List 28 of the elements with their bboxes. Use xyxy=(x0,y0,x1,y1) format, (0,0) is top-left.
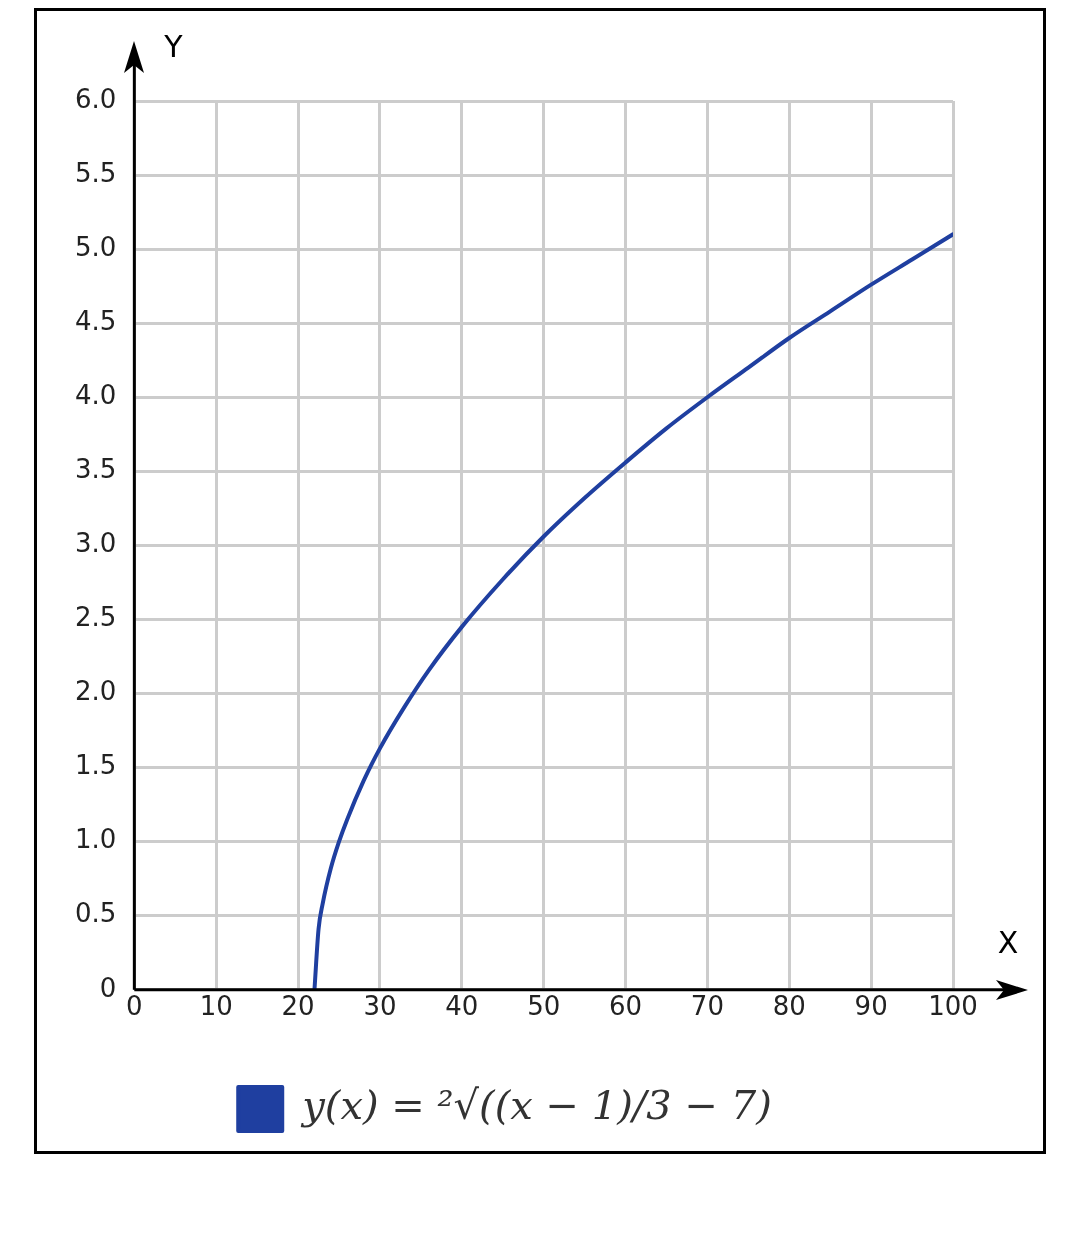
x-tick-label: 20 xyxy=(281,991,315,1022)
y-tick-label: 1.0 xyxy=(74,824,117,855)
y-tick-label: 1.5 xyxy=(74,750,117,781)
x-tick-label: 0 xyxy=(126,991,143,1022)
legend-label: y(x) = ²√((x − 1)/3 − 7) xyxy=(300,1082,772,1129)
y-tick-label: 2.0 xyxy=(74,676,117,707)
x-tick-label: 100 xyxy=(928,991,978,1022)
y-tick-label: 0.5 xyxy=(74,898,117,929)
y-tick-label: 5.5 xyxy=(74,157,117,188)
y-tick-label: 0 xyxy=(99,972,117,1003)
line-series xyxy=(312,232,953,990)
y-tick-label: 3.5 xyxy=(74,454,117,485)
y-tick-label: 6.0 xyxy=(74,83,117,114)
y-tick-label: 4.0 xyxy=(74,380,117,411)
y-axis-title: Y xyxy=(163,28,184,64)
x-tick-label: 90 xyxy=(854,991,888,1022)
x-tick-label: 50 xyxy=(527,991,561,1022)
x-tick-label: 60 xyxy=(608,991,643,1022)
x-axis-title: X xyxy=(997,924,1019,960)
y-tick-label: 3.0 xyxy=(74,528,117,559)
x-tick-label: 30 xyxy=(363,991,397,1022)
x-tick-label: 70 xyxy=(690,991,724,1022)
x-tick-label: 80 xyxy=(772,991,806,1022)
y-tick-label: 4.5 xyxy=(74,305,117,336)
x-tick-label: 10 xyxy=(199,991,233,1022)
x-tick-label: 40 xyxy=(445,991,479,1022)
y-tick-label: 2.5 xyxy=(74,602,117,633)
y-tick-label: 5.0 xyxy=(74,231,117,262)
